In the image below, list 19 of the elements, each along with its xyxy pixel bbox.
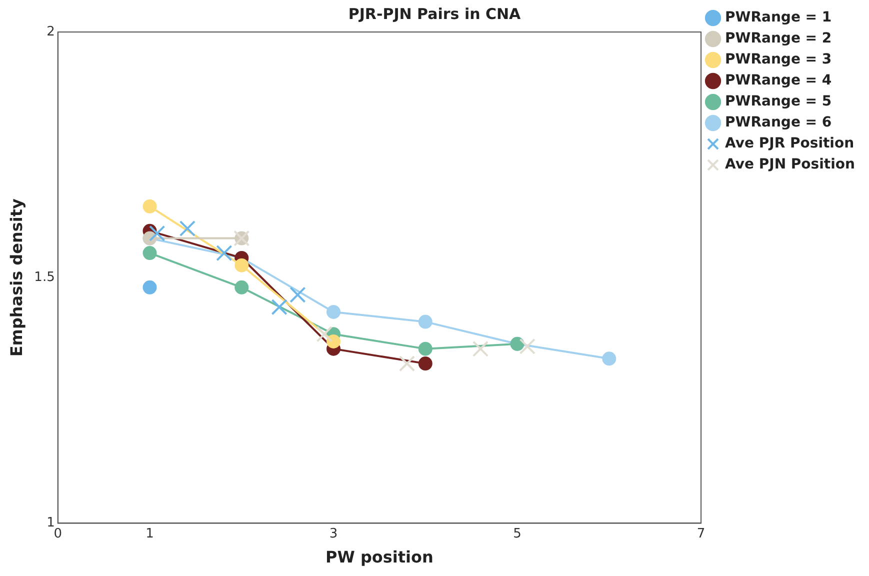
legend-label: PWRange = 3 [725, 52, 832, 68]
x-tick-label: 3 [329, 526, 338, 542]
x-tick-label: 0 [54, 526, 62, 542]
legend-label: PWRange = 4 [725, 72, 832, 89]
y-axis-title: Emphasis density [6, 198, 26, 357]
x-tick-label: 1 [146, 526, 154, 542]
legend-label: PWRange = 1 [725, 10, 832, 26]
x-axis-title: PW position [325, 548, 434, 567]
legend-label: PWRange = 6 [725, 114, 832, 131]
legend-label: Ave PJR Position [725, 136, 854, 152]
y-tick-label: 1.5 [34, 270, 55, 285]
legend-label: PWRange = 2 [725, 30, 832, 47]
y-tick-label: 1 [46, 516, 55, 531]
chart-title: PJR-PJN Pairs in CNA [348, 4, 522, 23]
x-tick-label: 7 [696, 526, 706, 542]
legend-label: Ave PJN Position [725, 156, 856, 173]
legend-label: PWRange = 5 [725, 94, 832, 110]
y-tick-label: 2 [46, 24, 55, 40]
x-tick-label: 5 [513, 526, 522, 542]
